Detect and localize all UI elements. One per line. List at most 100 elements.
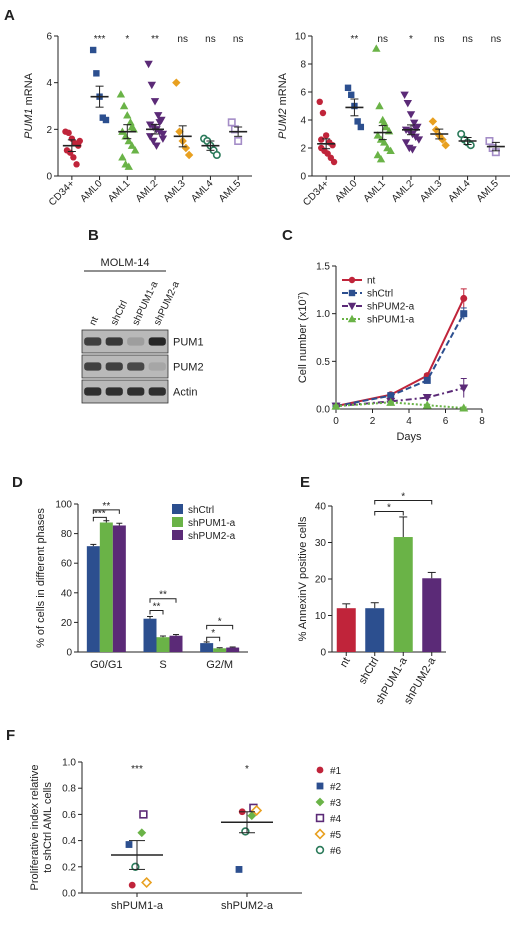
y-tick-label: 10: [315, 611, 327, 622]
legend-label: #4: [330, 814, 342, 825]
ylabel-part: % of cells in different phases: [35, 508, 47, 648]
legend-marker: [315, 797, 325, 807]
ylabel-part: % AnnexinV positive cells: [297, 516, 309, 641]
legend-marker: [347, 314, 357, 323]
data-point: [414, 136, 424, 144]
x-tick-label: S: [159, 659, 166, 671]
x-tick-label: 8: [479, 416, 485, 427]
data-point: [118, 153, 127, 161]
data-point: [241, 827, 250, 836]
data-point: [227, 118, 236, 127]
x-tick-label: AML1: [106, 178, 133, 205]
x-tick-label: AML2: [390, 178, 417, 205]
y-tick-label: 2: [300, 144, 306, 155]
data-point: [76, 137, 83, 145]
series-line: [335, 401, 464, 410]
x-tick-label: G0/G1: [90, 659, 122, 671]
blot-band: [105, 387, 123, 396]
data-point: [235, 866, 243, 873]
y-tick-label: 0: [300, 172, 306, 183]
data-point: [316, 98, 323, 106]
x-tick-label: AML2: [134, 178, 161, 205]
significance-bracket: [374, 510, 404, 516]
data-point: [127, 122, 137, 131]
x-tick-label: AML4: [446, 178, 473, 205]
data-point: [154, 112, 163, 120]
data-point: [124, 162, 133, 170]
data-point: [172, 78, 181, 87]
significance-label: ***: [94, 34, 106, 45]
y-axis-label: % of cells in different phases: [35, 508, 47, 648]
y-tick-label: 0: [66, 648, 72, 659]
data-point: [330, 158, 338, 166]
data-point: [125, 841, 133, 848]
ylabel-part: 7: [298, 295, 305, 299]
data-point: [380, 118, 389, 126]
x-tick-label: AML0: [333, 178, 360, 205]
y-tick-label: 0.8: [62, 784, 76, 795]
significance-label: *: [211, 628, 215, 639]
y-axis-label: % AnnexinV positive cells: [297, 516, 309, 641]
significance-label: *: [218, 616, 222, 627]
x-tick-label: CD34+: [301, 178, 331, 208]
series-line: [335, 313, 465, 408]
x-tick-label: nt: [338, 656, 353, 670]
x-tick-label: AML1: [362, 178, 389, 205]
y-tick-label: 40: [61, 588, 73, 599]
significance-label: **: [153, 602, 161, 613]
data-point: [99, 114, 106, 121]
data-point: [354, 118, 361, 125]
x-tick-label: 4: [406, 416, 412, 427]
data-point: [372, 44, 381, 52]
data-point: [381, 122, 391, 131]
blot-row-label: PUM2: [173, 362, 204, 374]
data-point: [386, 146, 395, 154]
legend-label: shPUM2-a: [188, 531, 236, 542]
y-axis-label: Cell number (x107): [297, 292, 309, 383]
legend-label: nt: [367, 276, 376, 287]
x-tick-label: AML4: [189, 178, 216, 205]
data-point: [344, 84, 352, 91]
data-point: [459, 403, 469, 412]
ylabel-part: mRNA: [277, 72, 289, 108]
y-tick-label: 20: [315, 575, 327, 586]
significance-label: ns: [177, 34, 188, 45]
legend-swatch: [172, 504, 183, 514]
data-point: [422, 394, 432, 403]
significance-bracket: [206, 624, 234, 630]
legend-swatch: [172, 517, 183, 527]
data-point: [73, 161, 80, 168]
data-point: [141, 876, 153, 889]
y-tick-label: 6: [300, 88, 306, 99]
data-point: [137, 828, 147, 838]
data-point: [147, 81, 156, 90]
data-point: [149, 137, 158, 146]
blot-band: [84, 337, 102, 346]
bar: [336, 608, 356, 652]
data-point: [184, 150, 194, 160]
data-point: [116, 90, 126, 98]
bar: [393, 537, 413, 652]
significance-label: **: [159, 590, 167, 601]
data-point: [403, 100, 412, 108]
significance-label: ns: [205, 34, 216, 45]
data-point: [89, 46, 97, 54]
bar: [226, 647, 240, 652]
y-tick-label: 0.6: [62, 810, 76, 821]
lane-label: shCtrl: [109, 299, 130, 327]
bar: [112, 525, 126, 652]
data-point: [357, 123, 365, 131]
data-point: [331, 401, 341, 410]
data-point: [128, 881, 136, 889]
significance-label: *: [125, 34, 129, 45]
blot-band: [148, 387, 166, 396]
data-point: [375, 101, 384, 110]
data-point: [373, 150, 383, 159]
bar: [143, 618, 157, 652]
blot-band: [105, 337, 123, 346]
legend-swatch: [172, 530, 183, 540]
data-point: [329, 142, 336, 149]
data-point: [386, 397, 396, 406]
bar: [200, 643, 214, 652]
